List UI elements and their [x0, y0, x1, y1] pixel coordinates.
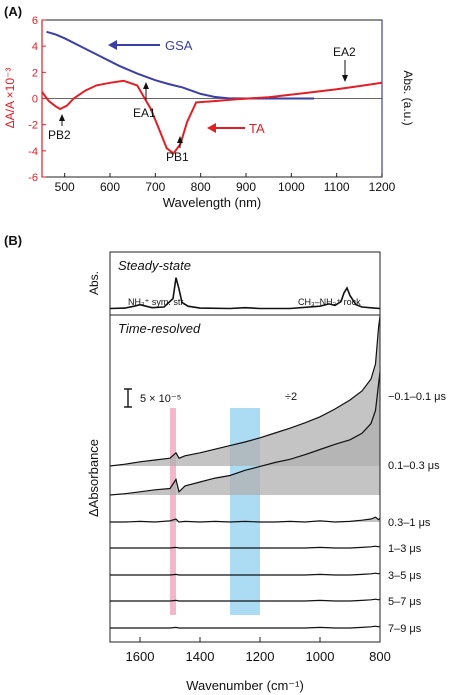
- trace-line-6: [110, 625, 381, 629]
- gsa-arrow-head: [108, 40, 117, 50]
- pb2-label: PB2: [48, 128, 71, 142]
- panel-a-left-ylabel: ΔA/A ×10⁻³: [3, 68, 17, 129]
- ta-label: TA: [249, 121, 265, 136]
- pb1-label: PB1: [166, 150, 189, 164]
- trace-line-0: [109, 315, 381, 467]
- scale-bar-label: 5 × 10⁻⁵: [140, 393, 181, 405]
- shaded-band-0: [170, 408, 176, 615]
- time-resolved-frame: [109, 314, 381, 643]
- ea2-label: EA2: [333, 45, 356, 59]
- trace-line-5: [110, 598, 381, 602]
- time-resolved-lines: [109, 315, 381, 629]
- ch3-peak-label: CH₃–NH₃⁺ rock: [298, 297, 361, 307]
- a-y-tick-label: 4: [32, 41, 38, 53]
- trace-label-2: 0.3–1 μs: [388, 517, 431, 529]
- trace-line-4: [110, 572, 381, 576]
- a-x-tick-label: 1200: [369, 180, 396, 194]
- trace-label-3: 1–3 μs: [388, 543, 422, 555]
- ea2-arrow-head: [342, 75, 348, 82]
- nh3-peak-label: NH₃⁺ sym. str.: [128, 297, 185, 307]
- a-y-tick-label: 2: [32, 67, 38, 79]
- b-x-tick-label: 1400: [186, 649, 215, 664]
- b-x-tick-label: 1600: [126, 649, 155, 664]
- pb2-arrow-head: [59, 114, 65, 121]
- trace-label-1: 0.1–0.3 μs: [388, 460, 440, 472]
- ta-series-line: [41, 79, 383, 155]
- steady-state-ylabel: Abs.: [87, 271, 101, 295]
- panel-b-label: (B): [4, 233, 22, 248]
- trace-fill-1: [110, 371, 380, 495]
- time-resolved-ylabel: ΔAbsorbance: [86, 439, 101, 517]
- gsa-label: GSA: [165, 38, 193, 53]
- b-x-tick-label: 800: [369, 649, 391, 664]
- panel-a-y-ticks: -6 -4 -2 0 2 4 6: [28, 15, 46, 184]
- a-y-tick-label: -4: [28, 146, 38, 158]
- panel-a-label: (A): [4, 4, 22, 19]
- ea1-label: EA1: [133, 106, 156, 120]
- b-x-tick-label: 1200: [246, 649, 275, 664]
- trace-line-1: [109, 371, 381, 496]
- a-y-tick-label: -2: [28, 120, 38, 132]
- a-y-tick-label: 6: [32, 15, 38, 27]
- time-resolved-labels: −0.1–0.1 μs 0.1–0.3 μs 0.3–1 μs 1–3 μs 3–5 μ…: [388, 391, 447, 635]
- a-x-tick-label: 1100: [324, 180, 350, 194]
- trace-line-2: [110, 516, 381, 523]
- a-y-tick-label: -6: [28, 172, 38, 184]
- panel-b-xlabel: Wavenumber (cm⁻¹): [186, 678, 304, 693]
- a-y-tick-label: 0: [32, 94, 38, 106]
- panel-b-x-ticks: 1600 1400 1200 1000 800: [126, 637, 391, 664]
- b-x-tick-label: 1000: [306, 649, 335, 664]
- a-x-tick-label: 1000: [278, 180, 305, 194]
- steady-state-title: Steady-state: [118, 258, 191, 273]
- a-x-tick-label: 600: [100, 180, 120, 194]
- panel-a-x-ticks: 500 600 700 800 900 1000 1100 1200: [55, 173, 396, 194]
- trace-line-3: [110, 545, 381, 549]
- ta-arrow-head: [207, 123, 216, 133]
- time-resolved-title: Time-resolved: [118, 321, 201, 336]
- trace-label-0: −0.1–0.1 μs: [388, 391, 447, 403]
- time-resolved-bands: [170, 408, 260, 615]
- panel-a-xlabel: Wavelength (nm): [163, 195, 262, 210]
- trace-label-4: 3–5 μs: [388, 570, 422, 582]
- a-x-tick-label: 700: [145, 180, 165, 194]
- a-x-tick-label: 900: [236, 180, 256, 194]
- panel-a-right-ylabel: Abs. (a.u.): [401, 70, 415, 125]
- a-x-tick-label: 500: [55, 180, 75, 194]
- pb1-arrow-head: [177, 136, 183, 143]
- trace-label-6: 7–9 μs: [388, 623, 422, 635]
- divide-note: ÷2: [285, 391, 297, 403]
- a-x-tick-label: 800: [191, 180, 211, 194]
- ea1-arrow-head: [143, 82, 149, 89]
- trace-label-5: 5–7 μs: [388, 596, 422, 608]
- steady-state-line: [109, 277, 381, 310]
- trace-fill-0: [110, 316, 380, 466]
